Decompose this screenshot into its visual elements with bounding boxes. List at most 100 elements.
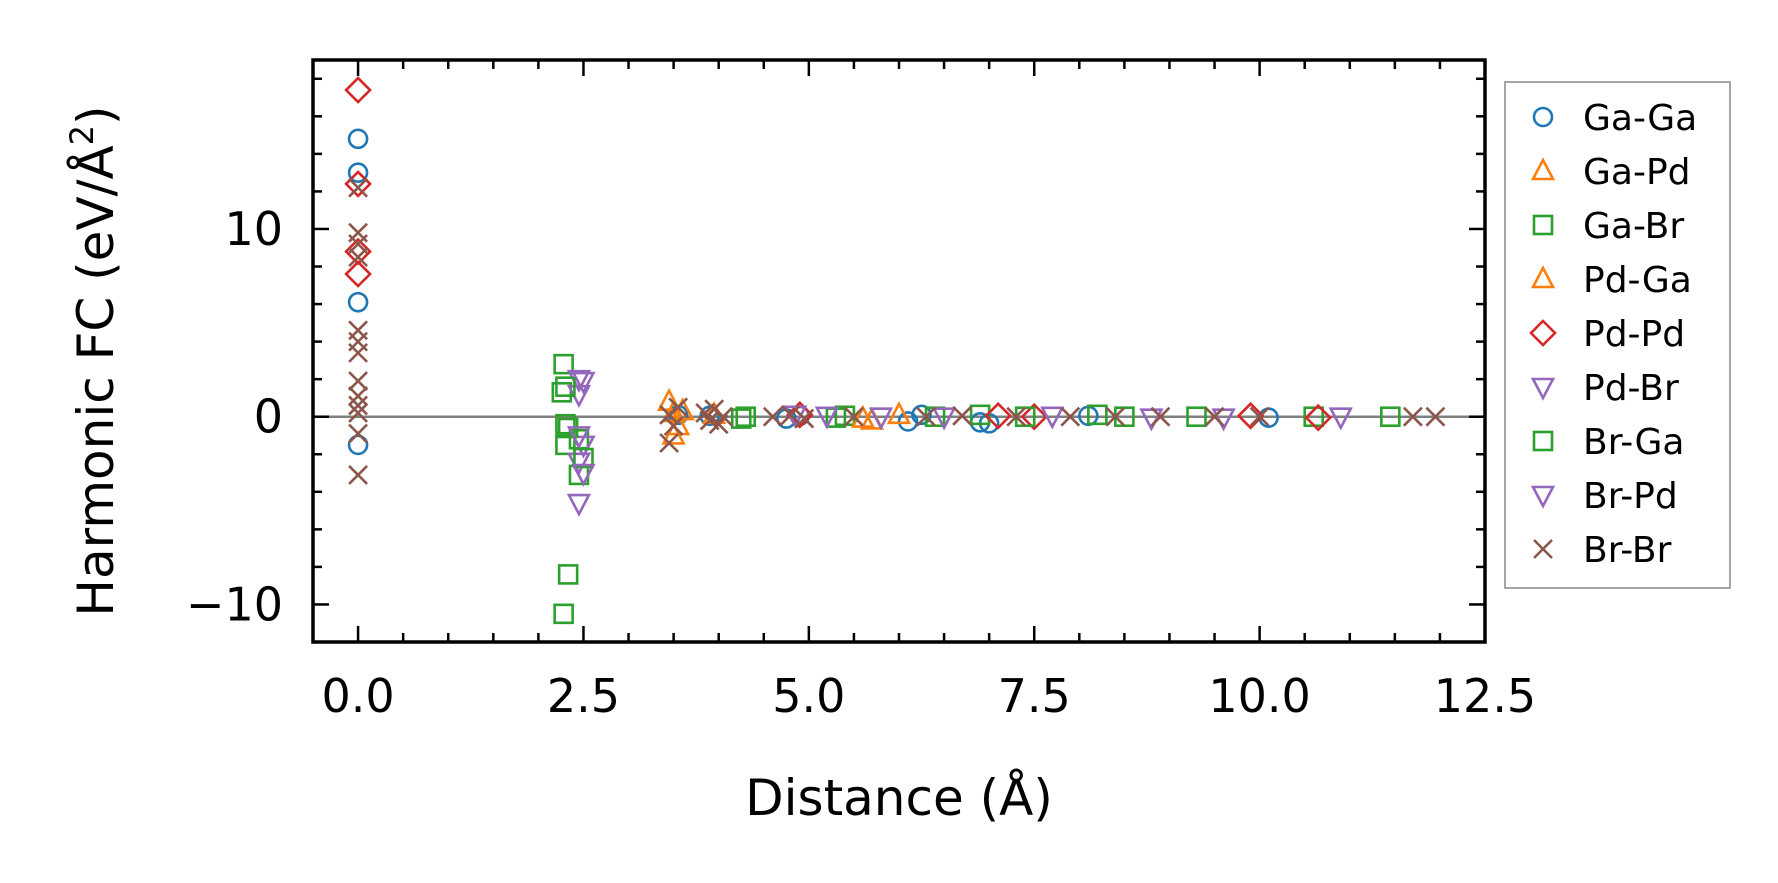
series-ga-ga [347, 128, 1279, 456]
data-point [1006, 406, 1027, 427]
data-point [952, 405, 973, 426]
data-point [730, 408, 752, 429]
data-point [347, 128, 369, 150]
data-point [762, 406, 783, 427]
data-point [886, 401, 912, 425]
legend-marker [1530, 157, 1556, 181]
y-tick-label: 10 [224, 202, 283, 256]
data-point [1105, 406, 1126, 427]
legend-item: Br-Ga [1532, 422, 1684, 463]
legend-item: Br-Pd [1530, 476, 1678, 517]
legend-item: Ga-Br [1532, 206, 1684, 247]
data-point [344, 76, 372, 104]
data-point [1087, 404, 1108, 426]
data-markers [313, 76, 1485, 625]
legend-marker [1532, 430, 1554, 452]
data-point [785, 400, 814, 429]
data-point [713, 406, 734, 427]
y-axis-label-main: Harmonic FC (eV/Å [67, 145, 125, 616]
data-point [668, 397, 689, 418]
data-point [1236, 401, 1265, 430]
x-tick-label: 10.0 [1208, 669, 1310, 723]
legend-item: Ga-Ga [1532, 98, 1697, 139]
data-point [348, 371, 368, 391]
data-point [348, 177, 368, 198]
data-point [1380, 406, 1401, 428]
x-tick-label: 12.5 [1434, 669, 1536, 723]
data-point [347, 291, 369, 313]
x-axis-label: Distance (Å) [745, 769, 1053, 827]
legend-label: Br-Pd [1583, 476, 1678, 517]
legend-label: Br-Br [1583, 530, 1672, 571]
data-point [555, 413, 576, 435]
legend-item: Pd-Br [1530, 368, 1679, 409]
x-tick-label: 2.5 [547, 669, 620, 723]
data-point [348, 247, 368, 268]
legend-item: Pd-Ga [1530, 260, 1692, 301]
legend: Ga-Ga Ga-Pd Ga-Br Pd-Ga Pd-Pd Pd-Br Br-Ga Br-Pd… [1504, 81, 1731, 589]
data-point [348, 395, 368, 416]
data-point [916, 406, 936, 427]
data-point [931, 407, 957, 431]
data-point [566, 493, 592, 517]
plot-frame [311, 58, 1487, 644]
legend-item: Pd-Pd [1529, 314, 1685, 355]
data-point [566, 452, 592, 476]
legend-marker [1530, 377, 1556, 401]
data-point [573, 447, 594, 469]
legend-label: Ga-Ga [1583, 98, 1697, 139]
data-point [1040, 406, 1065, 430]
data-point [566, 426, 592, 450]
legend-label: Pd-Pd [1583, 314, 1685, 355]
data-point [1060, 406, 1081, 427]
data-point [1204, 406, 1225, 427]
legend-item: Br-Br [1533, 530, 1672, 571]
legend-marker [1530, 265, 1556, 289]
data-point [1328, 407, 1353, 431]
data-point [553, 603, 574, 625]
legend-item: Ga-Pd [1530, 152, 1691, 193]
data-point [844, 406, 864, 427]
data-point [1425, 406, 1446, 427]
data-point [911, 404, 932, 426]
data-point [344, 260, 372, 288]
legend-label: Br-Ga [1583, 422, 1684, 463]
data-point [348, 386, 368, 406]
data-point [1249, 406, 1270, 427]
data-point [794, 408, 815, 429]
x-tick-label: 5.0 [772, 669, 845, 723]
y-tick-label: −10 [186, 577, 283, 631]
series-pd-pd [344, 76, 1333, 432]
data-point [571, 463, 596, 487]
data-point [348, 342, 368, 363]
data-point [868, 407, 894, 431]
data-point [555, 434, 576, 456]
data-point [1186, 406, 1207, 428]
data-point [347, 162, 369, 183]
series-br-pd [566, 371, 1164, 487]
data-point [663, 416, 684, 437]
x-tick-label: 7.5 [998, 669, 1071, 723]
data-point [984, 401, 1013, 430]
legend-marker [1529, 319, 1557, 347]
series-br-br [348, 177, 1446, 485]
y-axis-label-superscript: 2 [63, 125, 101, 145]
legend-label: Pd-Ga [1583, 260, 1692, 301]
y-tick-label: 0 [254, 390, 283, 444]
legend-marker [1532, 214, 1554, 236]
axes: 0.0 2.5 5.0 7.5 10.0 12.5 −10 0 10 [186, 58, 1536, 723]
data-point [1150, 406, 1171, 427]
data-point [555, 376, 576, 397]
data-point [735, 406, 757, 428]
data-point [1304, 403, 1333, 432]
data-point [571, 371, 596, 395]
data-point [347, 434, 369, 456]
data-point [814, 406, 840, 430]
legend-label: Pd-Br [1583, 368, 1679, 409]
legend-marker [1532, 106, 1554, 128]
series-ga-br [551, 353, 1401, 625]
series-pd-br [566, 369, 1353, 517]
data-point [1402, 406, 1423, 427]
data-point [969, 404, 991, 426]
